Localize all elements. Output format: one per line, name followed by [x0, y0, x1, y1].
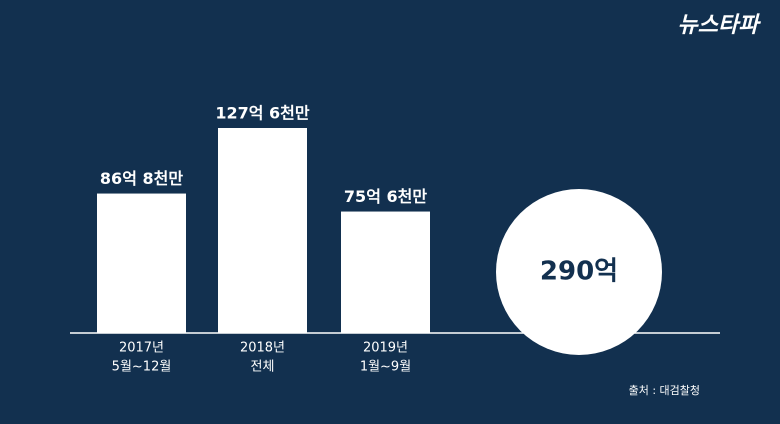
- value-label: 75억 6천만: [344, 187, 427, 206]
- x-tick-label: 1월~9월: [360, 360, 411, 375]
- value-label: 127억 6천만: [215, 104, 310, 123]
- total-label: 290억: [540, 257, 618, 287]
- bar: [218, 128, 307, 333]
- bar: [341, 211, 430, 333]
- x-tick-label: 5월~12월: [112, 360, 172, 375]
- logo: 뉴스타파: [678, 13, 762, 38]
- value-label: 86억 8천만: [100, 169, 183, 188]
- x-tick-label: 2017년: [119, 341, 164, 356]
- x-tick-label: 2019년: [363, 341, 408, 356]
- x-tick-label: 전체: [251, 360, 275, 375]
- x-tick-label: 2018년: [240, 341, 285, 356]
- source: 출처 : 대검찰청: [629, 384, 700, 397]
- total-circle: [496, 189, 662, 355]
- bar: [97, 193, 186, 333]
